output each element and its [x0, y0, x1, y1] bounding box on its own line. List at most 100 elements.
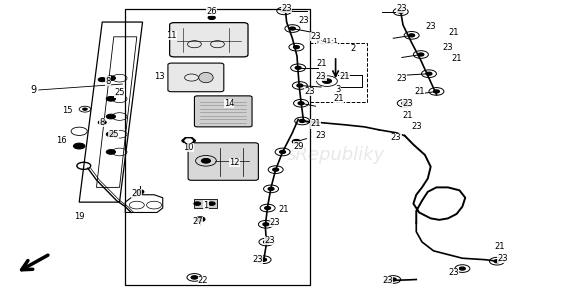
Text: 23: 23	[448, 268, 459, 277]
Text: 21: 21	[334, 94, 344, 103]
Text: 23: 23	[402, 99, 413, 108]
Circle shape	[74, 143, 85, 149]
Circle shape	[280, 150, 285, 153]
Text: 23: 23	[497, 254, 508, 263]
Text: 23: 23	[316, 131, 327, 140]
Text: 23: 23	[316, 72, 327, 81]
Circle shape	[297, 84, 303, 87]
Polygon shape	[182, 138, 196, 144]
Text: 12: 12	[229, 158, 240, 167]
Text: 25: 25	[114, 89, 124, 97]
Text: 9: 9	[30, 85, 36, 95]
Circle shape	[208, 16, 215, 19]
Polygon shape	[185, 139, 192, 142]
Text: 10: 10	[184, 143, 194, 152]
Circle shape	[273, 168, 278, 171]
Text: 27: 27	[192, 217, 203, 226]
Text: 23: 23	[299, 16, 309, 25]
Text: 20: 20	[131, 189, 142, 198]
Circle shape	[261, 258, 266, 261]
Text: 25: 25	[108, 130, 119, 139]
Circle shape	[294, 46, 299, 49]
Circle shape	[323, 79, 332, 83]
Circle shape	[426, 72, 432, 75]
Text: 21: 21	[339, 72, 350, 81]
Text: 21: 21	[310, 119, 321, 128]
Text: 21: 21	[494, 242, 505, 251]
Circle shape	[107, 76, 115, 80]
Circle shape	[268, 187, 274, 190]
Circle shape	[460, 267, 466, 270]
Text: 14: 14	[223, 99, 234, 108]
Text: 23: 23	[252, 255, 263, 264]
Text: 22: 22	[198, 276, 208, 285]
Text: 8: 8	[100, 118, 105, 127]
Circle shape	[107, 132, 115, 136]
Text: 15: 15	[63, 106, 73, 115]
Text: 21: 21	[452, 55, 462, 63]
Circle shape	[299, 119, 305, 122]
Text: 8: 8	[105, 77, 111, 86]
Circle shape	[201, 159, 211, 163]
FancyBboxPatch shape	[188, 143, 258, 180]
Text: 23: 23	[397, 74, 407, 83]
Circle shape	[208, 202, 215, 205]
Text: 23: 23	[397, 4, 407, 13]
Circle shape	[265, 207, 270, 209]
Circle shape	[409, 34, 415, 37]
Text: 29: 29	[293, 142, 303, 150]
Circle shape	[194, 202, 201, 205]
Text: 26: 26	[206, 7, 217, 16]
Text: 23: 23	[443, 43, 453, 52]
Circle shape	[390, 278, 396, 281]
Text: 21: 21	[278, 205, 289, 214]
FancyBboxPatch shape	[195, 96, 252, 127]
Text: F·41·1: F·41·1	[316, 38, 338, 44]
Circle shape	[292, 139, 301, 144]
Text: 23: 23	[391, 133, 401, 142]
Circle shape	[98, 120, 107, 125]
Text: 23: 23	[264, 236, 274, 245]
Circle shape	[494, 260, 500, 263]
Ellipse shape	[199, 72, 213, 83]
Bar	[195, 199, 218, 208]
Circle shape	[98, 77, 107, 82]
Text: 21: 21	[449, 28, 459, 37]
FancyBboxPatch shape	[168, 63, 224, 92]
Circle shape	[398, 10, 404, 13]
Text: 21: 21	[316, 59, 327, 68]
Circle shape	[191, 276, 198, 279]
Circle shape	[196, 217, 205, 222]
Text: 2: 2	[350, 44, 356, 53]
Text: 21: 21	[402, 111, 413, 119]
Circle shape	[402, 102, 408, 105]
Text: 3: 3	[336, 86, 341, 94]
Circle shape	[83, 108, 87, 110]
Text: 21: 21	[414, 87, 424, 96]
Circle shape	[290, 27, 295, 30]
Text: 13: 13	[155, 72, 165, 81]
FancyBboxPatch shape	[170, 23, 248, 57]
Text: 23: 23	[411, 122, 422, 131]
Circle shape	[135, 190, 144, 194]
Text: 1: 1	[203, 201, 208, 209]
Text: 23: 23	[310, 32, 321, 41]
Circle shape	[418, 53, 424, 56]
Text: sRepubliky: sRepubliky	[287, 146, 384, 164]
Bar	[125, 9, 310, 285]
Text: 23: 23	[382, 276, 393, 285]
Text: 23: 23	[426, 22, 436, 31]
Circle shape	[263, 240, 269, 243]
Text: 23: 23	[305, 87, 315, 96]
Circle shape	[107, 114, 115, 119]
Circle shape	[107, 97, 115, 101]
Text: 11: 11	[166, 31, 177, 40]
Text: 23: 23	[270, 218, 280, 227]
Circle shape	[281, 9, 287, 12]
Circle shape	[434, 90, 439, 93]
Circle shape	[295, 66, 301, 69]
Circle shape	[263, 223, 269, 226]
Circle shape	[298, 102, 304, 105]
Bar	[310, 43, 367, 102]
Circle shape	[107, 150, 115, 154]
